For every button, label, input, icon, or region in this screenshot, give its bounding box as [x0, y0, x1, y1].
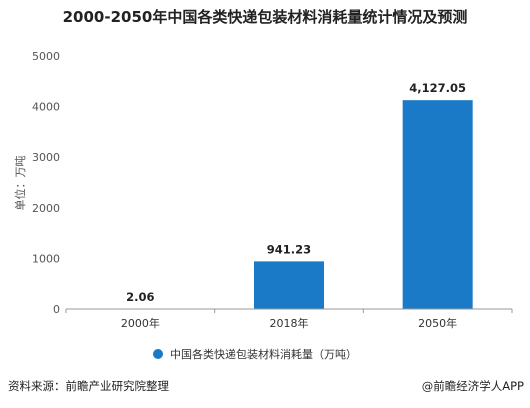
footer: 资料来源：前瞻产业研究院整理 @前瞻经济学人APP: [0, 378, 530, 402]
y-tick-label: 5000: [32, 50, 60, 63]
x-tick-label: 2050年: [418, 316, 457, 330]
chart-title: 2000-2050年中国各类快递包装材料消耗量统计情况及预测: [62, 8, 468, 26]
y-tick-label: 1000: [32, 252, 60, 265]
data-label: 4,127.05: [409, 81, 466, 95]
app-credit: @前瞻经济学人APP: [421, 379, 524, 393]
y-tick-label: 2000: [32, 202, 60, 215]
y-tick-label: 4000: [32, 101, 60, 114]
x-tick-label: 2000年: [121, 316, 160, 330]
y-tick-label: 0: [53, 303, 60, 316]
legend: 中国各类快递包装材料消耗量（万吨）: [153, 347, 357, 361]
x-axis: 2000年 2018年 2050年: [65, 308, 513, 330]
y-tick-label: 3000: [32, 151, 60, 164]
source-note: 资料来源：前瞻产业研究院整理: [8, 379, 169, 393]
bar: [254, 261, 324, 309]
bars: 2.06 941.23 4,127.05: [105, 81, 473, 310]
legend-marker: [153, 349, 163, 359]
y-axis: 0 1000 2000 3000 4000 5000: [32, 50, 60, 316]
data-label: 941.23: [267, 242, 311, 256]
y-axis-label: 单位：万吨: [13, 156, 27, 211]
legend-label: 中国各类快递包装材料消耗量（万吨）: [170, 347, 357, 361]
data-label: 2.06: [126, 290, 154, 304]
bar: [402, 100, 473, 310]
x-tick-label: 2018年: [270, 316, 309, 330]
